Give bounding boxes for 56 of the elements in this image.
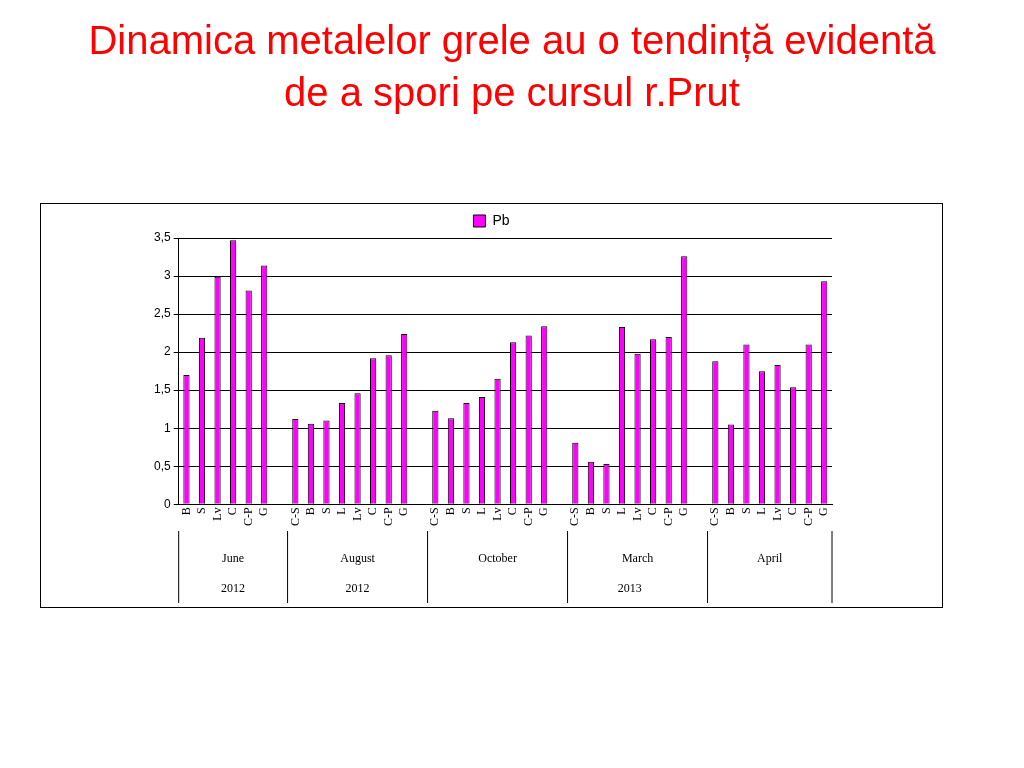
x-tick-label: C-P <box>520 507 535 527</box>
x-tick-label: C <box>645 507 660 516</box>
x-tick-label: B <box>723 507 738 516</box>
x-tick-label: L <box>754 507 769 515</box>
x-tick-label: C-S <box>427 507 442 527</box>
text: August <box>340 551 376 566</box>
x-tick-label: C-S <box>707 507 722 527</box>
x-tick-label: C <box>505 507 520 516</box>
y-tick-label: 3 <box>163 268 171 283</box>
x-tick-label: C-P <box>240 507 255 527</box>
x-tick-label: S <box>194 507 209 515</box>
x-tick-label: S <box>318 507 333 515</box>
x-tick-label: C <box>785 507 800 516</box>
y-tick-label: 2 <box>163 344 171 359</box>
x-tick-label: Lv <box>349 507 364 521</box>
x-tick-label: B <box>583 507 598 516</box>
x-tick-label: L <box>474 507 489 515</box>
y-tick-label: 3,5 <box>153 230 171 245</box>
x-tick-label: C-P <box>660 507 675 527</box>
x-tick-label: S <box>458 507 473 515</box>
x-tick-label: G <box>816 507 831 516</box>
x-tick-label: C <box>225 507 240 516</box>
text: 2012 <box>345 581 370 596</box>
x-tick-label: G <box>676 507 691 516</box>
x-tick-label: C-P <box>380 507 395 527</box>
chart-title: Dinamica metalelor grele au o tendință evidentă de a spori pe cursul r.Prut <box>87 17 937 116</box>
x-tick-label: Lv <box>209 507 224 521</box>
y-tick-label: 1 <box>163 420 171 435</box>
x-tick-label: G <box>536 507 551 516</box>
x-tick-label: C <box>365 507 380 516</box>
x-tick-label: B <box>303 507 318 516</box>
x-tick-label: S <box>598 507 613 515</box>
x-tick-label: Lv <box>489 507 504 521</box>
x-tick-label: B <box>443 507 458 516</box>
x-tick-label: G <box>256 507 271 516</box>
text: 2012 <box>221 581 246 596</box>
x-tick-label: G <box>396 507 411 516</box>
x-tick-label: L <box>614 507 629 515</box>
text: October <box>478 551 517 566</box>
text: March <box>621 551 654 566</box>
x-tick-label: B <box>178 507 193 516</box>
y-tick-label: 2,5 <box>153 306 171 321</box>
x-tick-label: L <box>334 507 349 515</box>
x-tick-label: C-S <box>287 507 302 527</box>
legend-label: Pb <box>492 211 510 228</box>
y-tick-label: 1,5 <box>153 382 171 397</box>
x-tick-label: S <box>738 507 753 515</box>
text: June <box>222 551 245 566</box>
x-tick-label: Lv <box>629 507 644 521</box>
text: 2013 <box>617 581 642 596</box>
y-tick-label: 0,5 <box>153 458 171 473</box>
x-tick-label: C-P <box>800 507 815 527</box>
x-tick-label: C-S <box>567 507 582 527</box>
text: April <box>757 551 784 566</box>
x-tick-label: Lv <box>769 507 784 521</box>
y-tick-label: 0 <box>163 496 171 511</box>
